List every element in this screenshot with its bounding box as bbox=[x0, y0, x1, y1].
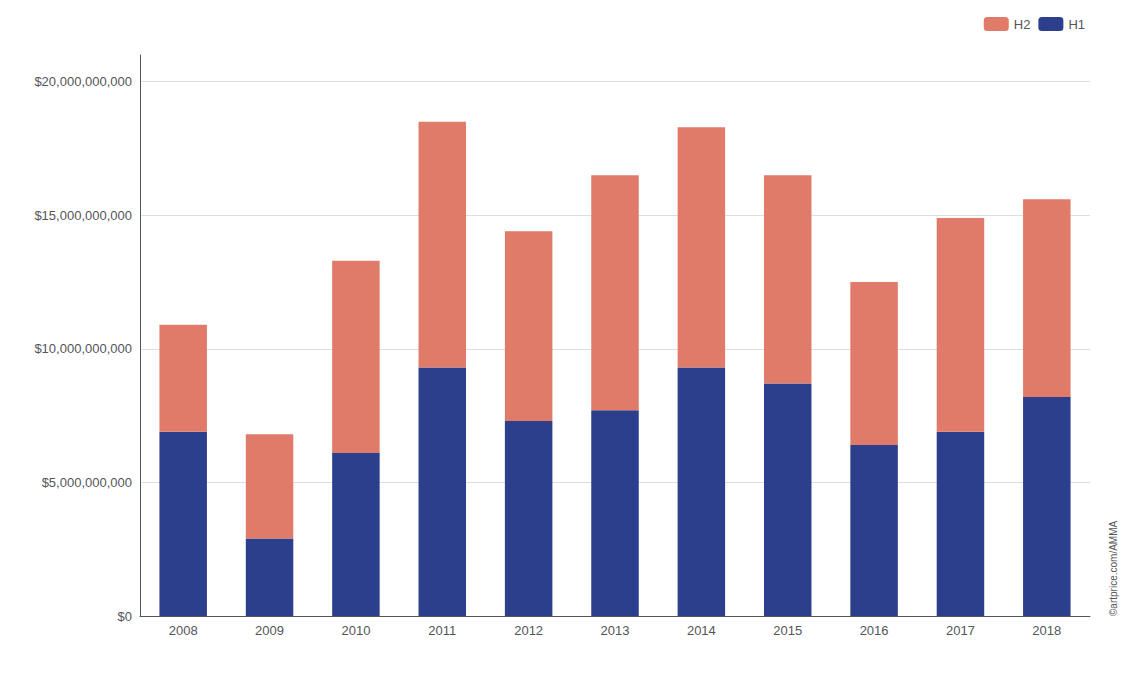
svg-text:2017: 2017 bbox=[946, 623, 975, 638]
svg-text:$10,000,000,000: $10,000,000,000 bbox=[34, 341, 132, 356]
svg-text:©artprice.com/AMMA: ©artprice.com/AMMA bbox=[1108, 521, 1119, 616]
svg-text:H2: H2 bbox=[1014, 17, 1031, 32]
svg-text:2011: 2011 bbox=[428, 623, 456, 638]
svg-text:2013: 2013 bbox=[601, 623, 630, 638]
svg-text:2012: 2012 bbox=[514, 623, 543, 638]
svg-text:2009: 2009 bbox=[255, 623, 284, 638]
svg-text:$15,000,000,000: $15,000,000,000 bbox=[34, 208, 132, 223]
svg-text:2015: 2015 bbox=[773, 623, 802, 638]
svg-text:H1: H1 bbox=[1068, 17, 1085, 32]
svg-text:2008: 2008 bbox=[169, 623, 198, 638]
svg-text:$5,000,000,000: $5,000,000,000 bbox=[42, 475, 132, 490]
svg-text:$20,000,000,000: $20,000,000,000 bbox=[34, 74, 132, 89]
svg-text:2014: 2014 bbox=[687, 623, 716, 638]
svg-text:2018: 2018 bbox=[1032, 623, 1061, 638]
svg-text:2010: 2010 bbox=[341, 623, 370, 638]
svg-text:$0: $0 bbox=[118, 609, 132, 624]
svg-text:2016: 2016 bbox=[860, 623, 889, 638]
